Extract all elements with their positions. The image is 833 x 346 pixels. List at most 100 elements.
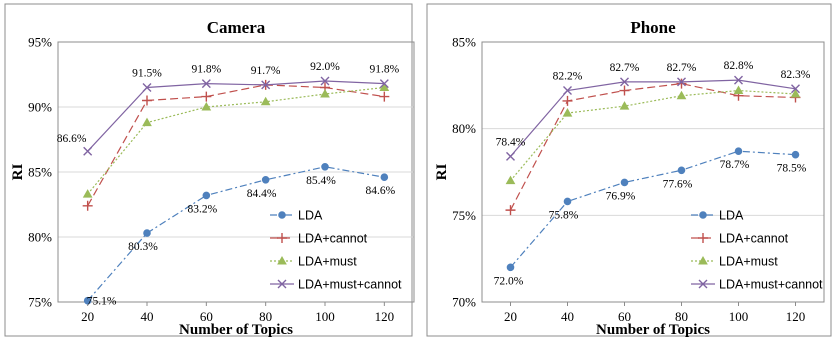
series-lda-must bbox=[505, 85, 801, 185]
data-point bbox=[201, 91, 212, 102]
legend-label: LDA+cannot bbox=[719, 232, 789, 246]
plot-area bbox=[57, 41, 415, 303]
x-axis-title: Number of Topics bbox=[596, 322, 710, 338]
data-point bbox=[562, 108, 573, 117]
data-label: 80.3% bbox=[128, 241, 158, 253]
series-lda-must bbox=[82, 82, 390, 198]
y-tick-label: 95% bbox=[28, 35, 52, 50]
data-label: 75.8% bbox=[549, 209, 579, 221]
data-label: 78.4% bbox=[496, 136, 526, 148]
data-point bbox=[676, 90, 687, 100]
series-line bbox=[510, 150, 796, 268]
data-label: 82.8% bbox=[724, 60, 754, 72]
series-line bbox=[87, 166, 385, 302]
y-tick-label: 75% bbox=[28, 295, 52, 310]
data-label: 86.6% bbox=[57, 133, 87, 145]
data-point bbox=[791, 84, 800, 94]
data-label: 91.7% bbox=[251, 65, 281, 77]
data-point bbox=[83, 296, 92, 305]
data-label: 78.5% bbox=[777, 163, 807, 175]
data-point bbox=[677, 166, 686, 175]
chart-title: Camera bbox=[207, 18, 266, 37]
legend-label: LDA+cannot bbox=[298, 232, 368, 246]
y-tick-label: 75% bbox=[452, 208, 476, 223]
legend-marker bbox=[278, 211, 286, 219]
data-point bbox=[82, 189, 93, 198]
y-tick-label: 85% bbox=[28, 165, 52, 180]
legend-marker bbox=[698, 233, 708, 243]
data-label: 91.8% bbox=[191, 64, 221, 76]
legend-marker bbox=[277, 279, 287, 289]
data-label: 91.5% bbox=[132, 68, 162, 80]
legend-marker bbox=[698, 255, 708, 265]
data-point bbox=[563, 86, 572, 96]
data-point bbox=[320, 88, 330, 98]
x-tick-label: 120 bbox=[375, 309, 395, 324]
legend-marker bbox=[277, 255, 287, 265]
y-axis-title: RI bbox=[434, 164, 450, 181]
plot-area bbox=[481, 41, 825, 303]
legend-label: LDA+must+cannot bbox=[298, 278, 402, 292]
legend: LDA LDA+cannot LDA+must LDA+must+cannot bbox=[270, 209, 402, 292]
data-label: 85.4% bbox=[306, 175, 336, 187]
data-point bbox=[261, 80, 271, 90]
data-point bbox=[202, 191, 211, 200]
y-axis-title: RI bbox=[10, 164, 26, 181]
legend-label: LDA bbox=[719, 209, 744, 223]
data-point bbox=[261, 176, 270, 184]
data-point bbox=[143, 229, 151, 237]
data-point bbox=[142, 117, 152, 127]
x-tick-label: 100 bbox=[315, 309, 335, 324]
data-label: 82.7% bbox=[667, 62, 697, 74]
data-label: 77.6% bbox=[663, 178, 693, 190]
data-point bbox=[83, 146, 93, 156]
data-point bbox=[82, 200, 93, 211]
phone-chart: 70% 75% 80% 85% 20 40 60 80 100 120 Phone Number of… bbox=[426, 3, 832, 338]
x-tick-label: 80 bbox=[259, 309, 272, 324]
legend: LDA LDA+cannot LDA+must LDA+must+cannot bbox=[691, 209, 823, 292]
data-point bbox=[733, 85, 744, 95]
x-tick-label: 20 bbox=[504, 309, 517, 324]
data-point bbox=[563, 197, 572, 206]
data-point bbox=[505, 175, 516, 185]
data-point bbox=[320, 76, 330, 86]
data-point bbox=[379, 79, 389, 89]
legend-label: LDA+must bbox=[719, 255, 778, 269]
data-label: 91.8% bbox=[369, 64, 399, 76]
data-point bbox=[676, 78, 687, 89]
x-axis-title: Number of Topics bbox=[179, 322, 293, 338]
data-point bbox=[734, 147, 743, 155]
data-point bbox=[620, 77, 629, 87]
phone-chart-frame bbox=[426, 3, 832, 337]
x-tick-label: 40 bbox=[141, 309, 154, 324]
x-tick-label: 60 bbox=[200, 309, 213, 324]
data-label: 72.0% bbox=[494, 275, 524, 287]
data-label: 82.2% bbox=[553, 71, 583, 83]
series-line bbox=[509, 82, 796, 211]
data-label: 92.0% bbox=[310, 61, 340, 73]
y-tick-label: 80% bbox=[28, 230, 52, 245]
series-lda-must-cannot: 78.4% 82.2% 82.7% 82.7% 82.8% 82.3% bbox=[496, 60, 811, 161]
data-point bbox=[506, 151, 515, 161]
data-label: 76.9% bbox=[606, 190, 636, 202]
data-label: 84.6% bbox=[365, 185, 395, 197]
y-tick-label: 80% bbox=[452, 121, 476, 136]
data-label: 75.1% bbox=[87, 296, 117, 308]
data-point bbox=[734, 75, 743, 85]
data-point bbox=[562, 95, 573, 106]
data-point bbox=[142, 83, 152, 92]
series-lda-cannot bbox=[82, 79, 390, 211]
camera-chart: 75% 80% 85% 90% 95% 20 40 60 80 100 120 Camera Numbe… bbox=[4, 3, 415, 338]
legend-marker bbox=[698, 279, 708, 289]
x-tick-label: 120 bbox=[786, 309, 806, 324]
data-label: 82.3% bbox=[781, 69, 811, 81]
series-line bbox=[87, 80, 385, 152]
data-point bbox=[142, 95, 152, 106]
legend-label: LDA+must bbox=[298, 255, 357, 269]
x-tick-label: 60 bbox=[618, 309, 631, 324]
data-point bbox=[201, 101, 212, 111]
data-point bbox=[619, 85, 630, 96]
legend-label: LDA bbox=[298, 209, 323, 223]
x-tick-label: 100 bbox=[729, 309, 749, 324]
